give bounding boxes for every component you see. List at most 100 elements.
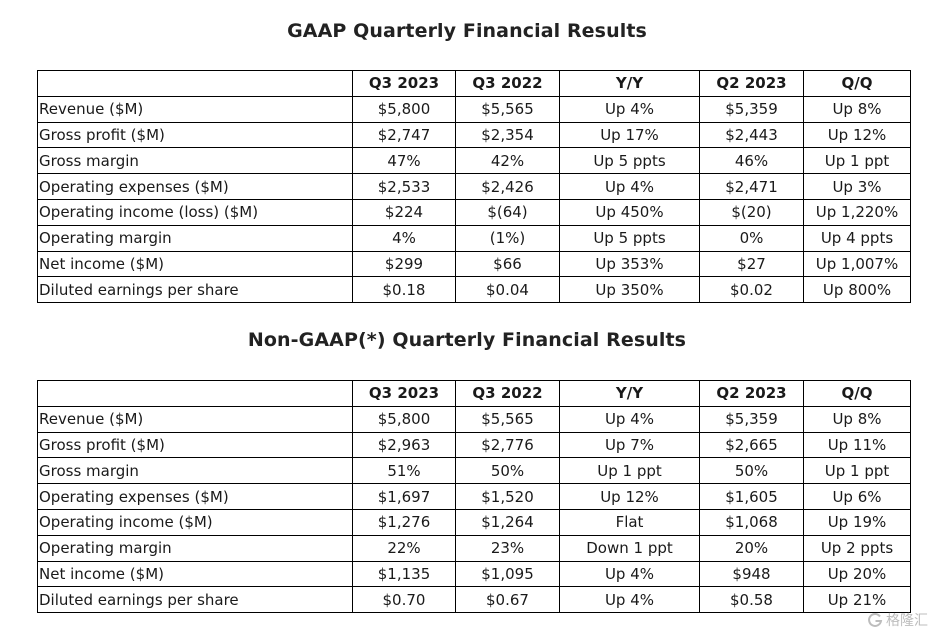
table-cell: $948 bbox=[699, 560, 804, 588]
table-cell: $2,533 bbox=[352, 173, 456, 200]
table-cell: Up 12% bbox=[559, 483, 700, 510]
table-cell: $5,359 bbox=[699, 405, 804, 433]
table-cell: Up 4% bbox=[559, 560, 700, 588]
table-cell: Down 1 ppt bbox=[559, 534, 700, 562]
table-cell: 0% bbox=[699, 224, 804, 252]
table-cell: $5,800 bbox=[352, 405, 456, 433]
row-label: Diluted earnings per share bbox=[37, 586, 353, 614]
table-cell: Up 20% bbox=[803, 560, 911, 588]
row-label: Operating income (loss) ($M) bbox=[37, 198, 353, 226]
table-cell: Up 8% bbox=[803, 405, 911, 433]
column-header: Q/Q bbox=[803, 380, 911, 407]
table-cell: $1,605 bbox=[699, 483, 804, 510]
table-cell: $2,776 bbox=[455, 431, 560, 459]
column-header: Y/Y bbox=[559, 380, 700, 407]
table-cell: $2,963 bbox=[352, 431, 456, 459]
table-row: Net income ($M) $299 $66 Up 353% $27 Up 1,007… bbox=[37, 250, 911, 278]
table-cell: Up 4 ppts bbox=[803, 224, 911, 252]
table-row: Gross profit ($M) $2,747 $2,354 Up 17% $2,44… bbox=[37, 121, 911, 149]
column-header: Y/Y bbox=[559, 70, 700, 97]
table-cell: $0.04 bbox=[455, 276, 560, 304]
table-cell: Up 5 ppts bbox=[559, 224, 700, 252]
table-row: Operating expenses ($M) $2,533 $2,426 Up 4%… bbox=[37, 173, 911, 200]
table-cell: 46% bbox=[699, 147, 804, 175]
row-label: Diluted earnings per share bbox=[37, 276, 353, 304]
watermark: 格隆汇 bbox=[867, 610, 928, 630]
table-cell: Up 450% bbox=[559, 198, 700, 226]
table-cell: $1,135 bbox=[352, 560, 456, 588]
table-row: Operating income ($M) $1,276 $1,264 Flat $1,… bbox=[37, 508, 911, 536]
table-cell: 22% bbox=[352, 534, 456, 562]
header-cell-blank bbox=[37, 380, 353, 407]
table-cell: $1,095 bbox=[455, 560, 560, 588]
row-label: Operating expenses ($M) bbox=[37, 173, 353, 200]
table-cell: Flat bbox=[559, 508, 700, 536]
table-cell: Up 5 ppts bbox=[559, 147, 700, 175]
table-row: Diluted earnings per share $0.70 $0.67 Up 4… bbox=[37, 586, 911, 614]
row-label: Gross margin bbox=[37, 147, 353, 175]
table-cell: Up 3% bbox=[803, 173, 911, 200]
table-cell: 23% bbox=[455, 534, 560, 562]
table-cell: Up 350% bbox=[559, 276, 700, 304]
table-cell: Up 12% bbox=[803, 121, 911, 149]
table-cell: $(64) bbox=[455, 198, 560, 226]
table-cell: $27 bbox=[699, 250, 804, 278]
table-cell: $2,471 bbox=[699, 173, 804, 200]
table-cell: 50% bbox=[455, 457, 560, 485]
column-header: Q3 2022 bbox=[455, 70, 560, 97]
table-cell: $5,359 bbox=[699, 95, 804, 123]
column-header: Q/Q bbox=[803, 70, 911, 97]
table-cell: $1,697 bbox=[352, 483, 456, 510]
table-cell: $0.67 bbox=[455, 586, 560, 614]
gaap-results-table: Q3 2023 Q3 2022 Y/Y Q2 2023 Q/Q Revenue ($M)… bbox=[37, 70, 911, 304]
table-cell: $66 bbox=[455, 250, 560, 278]
table-cell: $299 bbox=[352, 250, 456, 278]
column-header: Q2 2023 bbox=[699, 70, 804, 97]
table-cell: $1,264 bbox=[455, 508, 560, 536]
table-cell: 47% bbox=[352, 147, 456, 175]
row-label: Operating income ($M) bbox=[37, 508, 353, 536]
column-header: Q3 2023 bbox=[352, 380, 456, 407]
table-cell: Up 21% bbox=[803, 586, 911, 614]
table-cell: Up 1 ppt bbox=[559, 457, 700, 485]
table-cell: $2,443 bbox=[699, 121, 804, 149]
table-cell: $0.18 bbox=[352, 276, 456, 304]
table-cell: Up 2 ppts bbox=[803, 534, 911, 562]
table-row: Operating margin 22% 23% Down 1 ppt 20% Up 2 … bbox=[37, 534, 911, 562]
row-label: Operating margin bbox=[37, 224, 353, 252]
table-row: Revenue ($M) $5,800 $5,565 Up 4% $5,359 Up 8% bbox=[37, 95, 911, 123]
column-header: Q2 2023 bbox=[699, 380, 804, 407]
table-cell: 4% bbox=[352, 224, 456, 252]
row-label: Revenue ($M) bbox=[37, 95, 353, 123]
table-cell: Up 1,007% bbox=[803, 250, 911, 278]
row-label: Operating margin bbox=[37, 534, 353, 562]
table-cell: Up 11% bbox=[803, 431, 911, 459]
table-row: Net income ($M) $1,135 $1,095 Up 4% $948 Up 2… bbox=[37, 560, 911, 588]
table-cell: (1%) bbox=[455, 224, 560, 252]
table-cell: $5,800 bbox=[352, 95, 456, 123]
table-cell: $(20) bbox=[699, 198, 804, 226]
watermark-text: 格隆汇 bbox=[886, 613, 928, 629]
table-cell: $0.02 bbox=[699, 276, 804, 304]
table-cell: $1,276 bbox=[352, 508, 456, 536]
table-cell: Up 8% bbox=[803, 95, 911, 123]
table-cell: 51% bbox=[352, 457, 456, 485]
table-cell: $2,354 bbox=[455, 121, 560, 149]
table-cell: Up 353% bbox=[559, 250, 700, 278]
table-cell: 50% bbox=[699, 457, 804, 485]
table-cell: Up 1 ppt bbox=[803, 457, 911, 485]
row-label: Net income ($M) bbox=[37, 560, 353, 588]
table-cell: $2,665 bbox=[699, 431, 804, 459]
row-label: Gross profit ($M) bbox=[37, 431, 353, 459]
table-cell: Up 6% bbox=[803, 483, 911, 510]
table-row: Gross margin 47% 42% Up 5 ppts 46% Up 1 ppt bbox=[37, 147, 911, 175]
table-row: Diluted earnings per share $0.18 $0.04 Up 3… bbox=[37, 276, 911, 304]
table-row: Gross margin 51% 50% Up 1 ppt 50% Up 1 ppt bbox=[37, 457, 911, 485]
table-row: Gross profit ($M) $2,963 $2,776 Up 7% $2,665… bbox=[37, 431, 911, 459]
table-row: Operating expenses ($M) $1,697 $1,520 Up 12… bbox=[37, 483, 911, 510]
table-row: Operating margin 4% (1%) Up 5 ppts 0% Up 4 pp… bbox=[37, 224, 911, 252]
column-header: Q3 2023 bbox=[352, 70, 456, 97]
table-header-row: Q3 2023 Q3 2022 Y/Y Q2 2023 Q/Q bbox=[37, 70, 911, 97]
table-cell: Up 7% bbox=[559, 431, 700, 459]
row-label: Net income ($M) bbox=[37, 250, 353, 278]
